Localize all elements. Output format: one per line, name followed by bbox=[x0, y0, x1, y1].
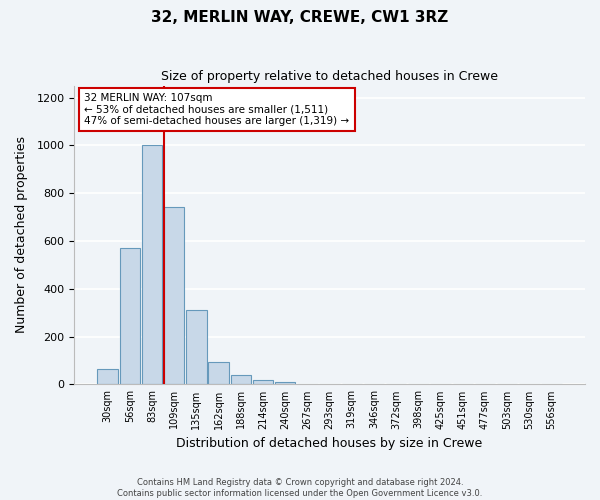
Title: Size of property relative to detached houses in Crewe: Size of property relative to detached ho… bbox=[161, 70, 498, 83]
Text: 32 MERLIN WAY: 107sqm
← 53% of detached houses are smaller (1,511)
47% of semi-d: 32 MERLIN WAY: 107sqm ← 53% of detached … bbox=[85, 93, 350, 126]
Y-axis label: Number of detached properties: Number of detached properties bbox=[15, 136, 28, 334]
X-axis label: Distribution of detached houses by size in Crewe: Distribution of detached houses by size … bbox=[176, 437, 483, 450]
Bar bbox=[208, 362, 229, 384]
Bar bbox=[230, 376, 251, 384]
Bar bbox=[142, 146, 162, 384]
Text: Contains HM Land Registry data © Crown copyright and database right 2024.
Contai: Contains HM Land Registry data © Crown c… bbox=[118, 478, 482, 498]
Text: 32, MERLIN WAY, CREWE, CW1 3RZ: 32, MERLIN WAY, CREWE, CW1 3RZ bbox=[151, 10, 449, 25]
Bar bbox=[275, 382, 295, 384]
Bar bbox=[186, 310, 206, 384]
Bar bbox=[253, 380, 273, 384]
Bar bbox=[119, 248, 140, 384]
Bar bbox=[97, 369, 118, 384]
Bar bbox=[164, 208, 184, 384]
